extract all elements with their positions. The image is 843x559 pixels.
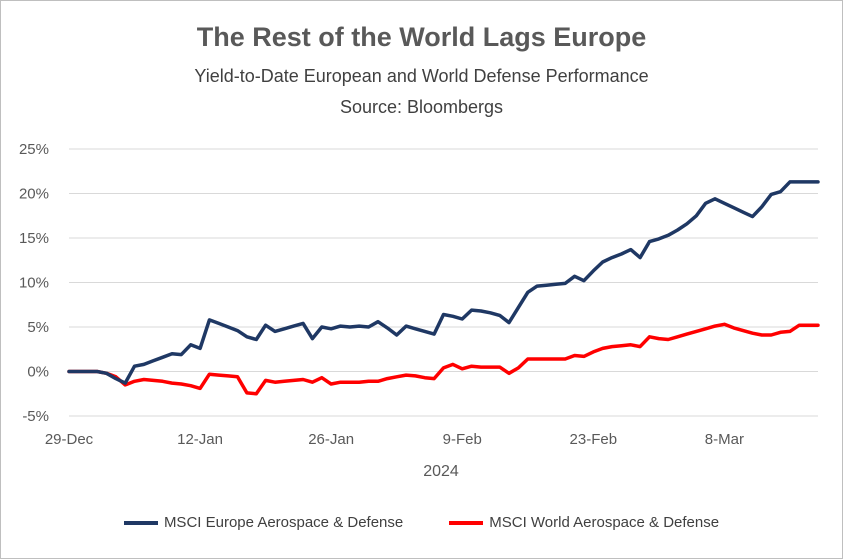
y-tick-label: 15% [19,230,49,247]
y-tick-label: 0% [27,364,49,381]
gridlines [69,148,818,417]
chart-subtitle: Yield-to-Date European and World Defense… [194,66,649,86]
y-tick-label: -5% [22,408,49,425]
y-tick-label: 10% [19,275,49,292]
legend-label-europe: MSCI Europe Aerospace & Defense [163,514,404,531]
legend-label-world: MSCI World Aerospace & Defense [489,514,720,531]
x-tick-label: 9-Feb [443,431,482,448]
chart-source: Source: Bloombergs [339,97,504,117]
legend-swatch-europe [123,520,158,525]
x-tick-label: 8-Mar [705,431,744,448]
y-tick-label: 25% [19,141,49,158]
y-axis-tick-labels: 25% 20% 15% 10% 5% 0% -5% [19,141,49,425]
x-tick-label: 26-Jan [308,431,354,448]
legend-item-world: MSCI World Aerospace & Defense [449,514,719,531]
legend-item-europe: MSCI Europe Aerospace & Defense [123,514,404,531]
legend: MSCI Europe Aerospace & Defense MSCI Wor… [0,514,843,531]
x-tick-label: 29-Dec [45,431,94,448]
x-axis-tick-labels: 29-Dec 12-Jan 26-Jan 9-Feb 23-Feb 8-Mar [45,431,744,448]
series-lines [67,180,820,396]
x-tick-label: 12-Jan [177,431,223,448]
series-line-europe [67,180,820,385]
chart-title: The Rest of the World Lags Europe [196,22,647,52]
series-line-world [67,322,820,396]
y-tick-label: 20% [19,186,49,203]
x-axis-title: 2024 [423,463,459,480]
legend-swatch-world [449,520,484,525]
x-tick-label: 23-Feb [570,431,618,448]
y-tick-label: 5% [27,319,49,336]
